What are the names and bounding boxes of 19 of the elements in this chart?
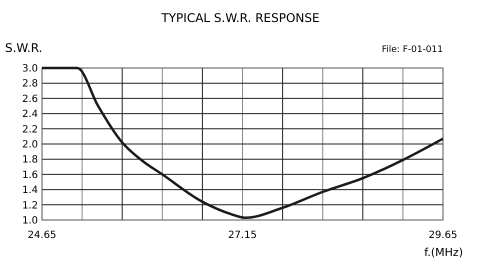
y-tick-label: 2.8 bbox=[22, 78, 38, 90]
y-tick-label: 2.6 bbox=[22, 94, 38, 105]
y-tick-label: 2.0 bbox=[22, 140, 38, 150]
y-tick-label: 2.2 bbox=[22, 124, 38, 136]
text: File: F-01-011 bbox=[382, 45, 443, 55]
y-tick-label: 2.4 bbox=[22, 109, 38, 120]
x-tick-label: 29.65 bbox=[428, 230, 458, 241]
y-tick-label: 3.0 bbox=[22, 64, 38, 74]
chart-title: TYPICAL S.W.R. RESPONSE bbox=[160, 11, 320, 25]
y-tick-label: 1.0 bbox=[22, 216, 38, 226]
x-tick-label: 27.15 bbox=[228, 230, 257, 241]
line-series bbox=[40, 66, 444, 219]
x-axis-title: f.(MHz) bbox=[424, 246, 463, 259]
y-tick-label: 1.8 bbox=[22, 154, 38, 166]
y-tick-label: 1.2 bbox=[22, 200, 38, 212]
y-tick-label: 1.6 bbox=[22, 170, 38, 181]
y-tick-label: 1.4 bbox=[22, 185, 38, 196]
x-tick-label: 24.65 bbox=[28, 230, 56, 241]
y-axis-title: S.W.R. bbox=[5, 41, 42, 55]
